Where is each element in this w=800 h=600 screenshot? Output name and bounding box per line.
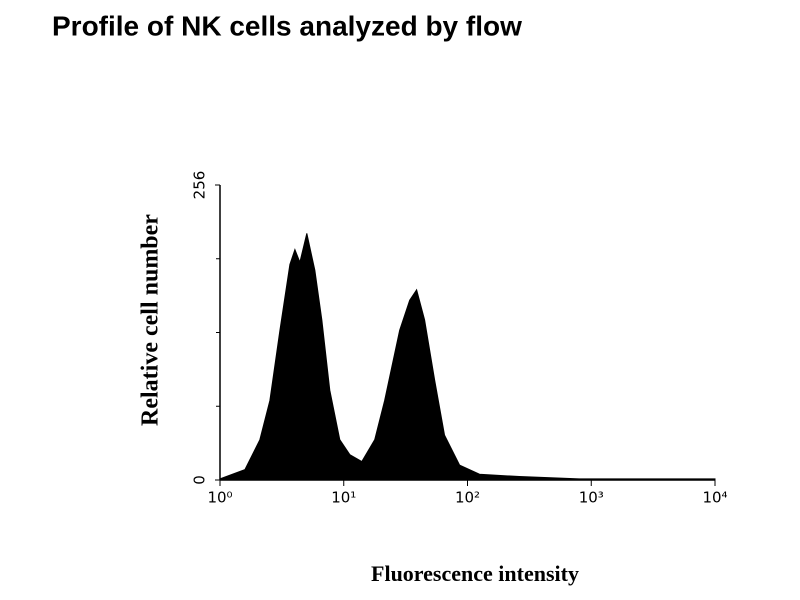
histogram-area [219, 233, 716, 481]
x-tick-label: 10⁰ [207, 489, 232, 507]
y-tick-label: 0 [191, 475, 209, 485]
y-tick-label: 256 [191, 171, 209, 200]
y-axis-label: Relative cell number [138, 214, 164, 426]
x-tick-label: 10⁴ [702, 489, 727, 507]
x-tick-label: 10³ [579, 489, 604, 507]
x-tick-label: 10² [455, 489, 480, 507]
chart-title: Profile of NK cells analyzed by flow [52, 10, 522, 41]
x-axis-label: Fluorescence intensity [371, 561, 579, 586]
x-tick-label: 10¹ [331, 489, 356, 507]
